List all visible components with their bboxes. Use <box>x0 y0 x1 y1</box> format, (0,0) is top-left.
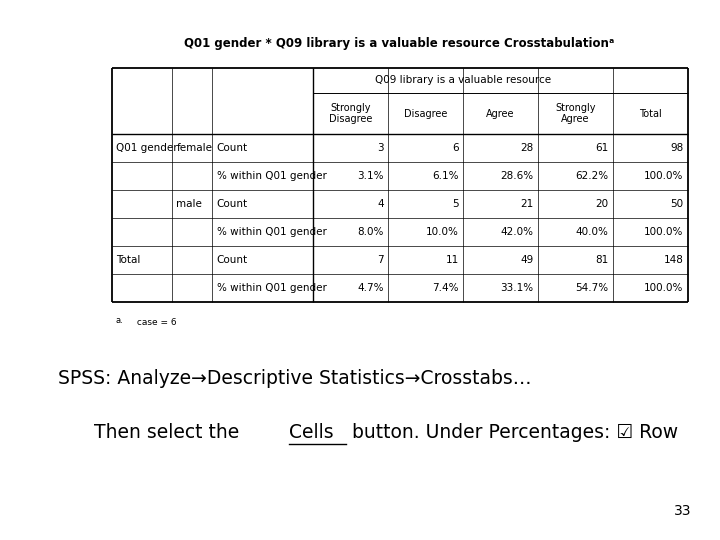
Text: 100.0%: 100.0% <box>644 171 683 181</box>
Text: 148: 148 <box>663 255 683 265</box>
Text: 33: 33 <box>674 504 691 518</box>
Text: % within Q01 gender: % within Q01 gender <box>217 171 327 181</box>
Text: 33.1%: 33.1% <box>500 284 534 293</box>
Text: 54.7%: 54.7% <box>575 284 608 293</box>
Text: Q09 library is a valuable resource: Q09 library is a valuable resource <box>375 76 551 85</box>
Text: female: female <box>176 143 212 153</box>
Text: 21: 21 <box>521 199 534 209</box>
Text: Disagree: Disagree <box>404 109 447 119</box>
Text: Agree: Agree <box>486 109 515 119</box>
Text: % within Q01 gender: % within Q01 gender <box>217 284 327 293</box>
Text: a.: a. <box>116 316 124 325</box>
Text: Total: Total <box>639 109 662 119</box>
Text: 7.4%: 7.4% <box>432 284 459 293</box>
Text: 100.0%: 100.0% <box>644 284 683 293</box>
Text: SPSS: Analyze→Descriptive Statistics→Crosstabs…: SPSS: Analyze→Descriptive Statistics→Cro… <box>58 368 531 388</box>
Text: 49: 49 <box>521 255 534 265</box>
Text: 98: 98 <box>670 143 683 153</box>
Text: Count: Count <box>217 199 248 209</box>
Text: 20: 20 <box>595 199 608 209</box>
Text: 62.2%: 62.2% <box>575 171 608 181</box>
Text: 42.0%: 42.0% <box>500 227 534 237</box>
Text: 4: 4 <box>377 199 384 209</box>
Text: Count: Count <box>217 143 248 153</box>
Text: Then select the: Then select the <box>94 422 245 442</box>
Text: Q01 gender: Q01 gender <box>116 143 178 153</box>
Text: Cells: Cells <box>289 422 333 442</box>
Text: male: male <box>176 199 202 209</box>
Text: 100.0%: 100.0% <box>644 227 683 237</box>
Text: Count: Count <box>217 255 248 265</box>
Text: 50: 50 <box>670 199 683 209</box>
Text: 3: 3 <box>377 143 384 153</box>
Text: 61: 61 <box>595 143 608 153</box>
Text: % within Q01 gender: % within Q01 gender <box>217 227 327 237</box>
Text: 11: 11 <box>446 255 459 265</box>
Text: button. Under Percentages: ☑ Row: button. Under Percentages: ☑ Row <box>346 422 678 442</box>
Text: 6: 6 <box>452 143 459 153</box>
Text: Strongly
Disagree: Strongly Disagree <box>329 103 372 125</box>
Text: 10.0%: 10.0% <box>426 227 459 237</box>
Text: case = 6: case = 6 <box>134 318 176 327</box>
Text: 5: 5 <box>452 199 459 209</box>
Text: 28: 28 <box>521 143 534 153</box>
Text: 8.0%: 8.0% <box>357 227 384 237</box>
Text: Q01 gender * Q09 library is a valuable resource Crosstabulationᵃ: Q01 gender * Q09 library is a valuable r… <box>184 37 615 50</box>
Text: 28.6%: 28.6% <box>500 171 534 181</box>
Text: 40.0%: 40.0% <box>575 227 608 237</box>
Text: 6.1%: 6.1% <box>432 171 459 181</box>
Text: 4.7%: 4.7% <box>357 284 384 293</box>
Text: Strongly
Agree: Strongly Agree <box>555 103 595 125</box>
Text: 3.1%: 3.1% <box>357 171 384 181</box>
Text: Total: Total <box>116 255 140 265</box>
Text: 81: 81 <box>595 255 608 265</box>
Text: 7: 7 <box>377 255 384 265</box>
